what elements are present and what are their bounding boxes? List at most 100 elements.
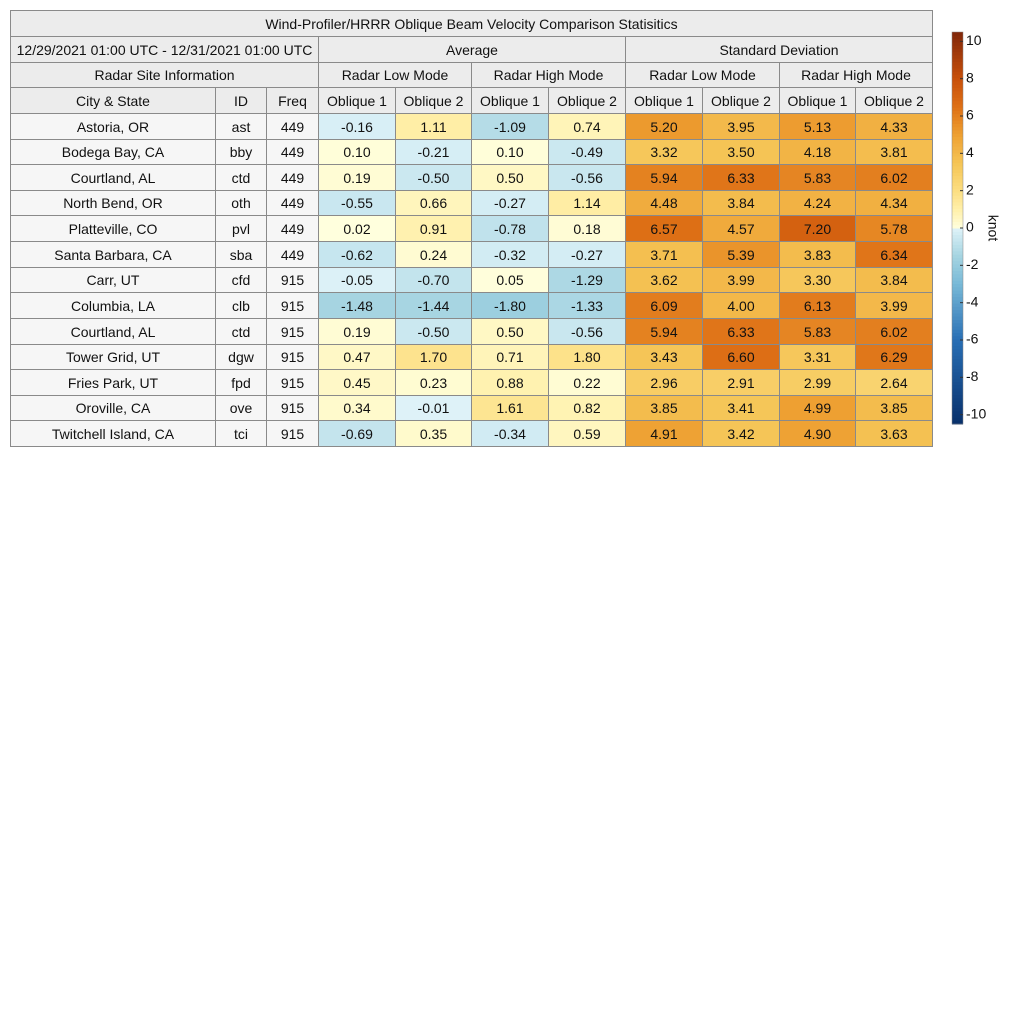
colorbar-segment [952, 237, 963, 242]
city: Santa Barbara, CA [10, 241, 216, 268]
value-cell: 3.99 [855, 292, 933, 319]
value-cell: 2.96 [625, 369, 703, 396]
value-cell: 0.45 [318, 369, 396, 396]
value-cell: 0.59 [548, 420, 626, 447]
value-cell: 0.66 [395, 190, 472, 216]
colorbar-segment [952, 152, 963, 157]
colorbar-frame [951, 31, 964, 425]
value-cell: 3.41 [702, 395, 780, 421]
frequency: 449 [266, 164, 319, 191]
site-id: tci [215, 420, 267, 447]
colorbar-segment [952, 94, 963, 98]
colorbar-segment [952, 296, 963, 301]
value-cell: -0.05 [318, 267, 396, 293]
colorbar-segment [952, 71, 963, 75]
value-cell: 4.91 [625, 420, 703, 447]
colorbar-segment [952, 146, 963, 151]
site-info-header: Radar Site Information [10, 62, 319, 88]
colorbar-segment [952, 345, 963, 350]
value-cell: 4.24 [779, 190, 856, 216]
colorbar-segment [952, 77, 963, 82]
colorbar-segment [952, 257, 963, 262]
frequency: 915 [266, 369, 319, 396]
colorbar-segment [952, 54, 963, 59]
value-cell: -0.49 [548, 139, 626, 165]
value-cell: 3.95 [702, 113, 780, 140]
value-cell: -1.80 [471, 292, 549, 319]
colorbar-segment [952, 371, 963, 376]
colorbar-segment [952, 38, 963, 43]
value-cell: 0.10 [318, 139, 396, 165]
colorbar-segment [952, 414, 963, 418]
colorbar-tick-label: 10 [966, 32, 982, 48]
value-cell: 0.74 [548, 113, 626, 140]
site-id: cfd [215, 267, 267, 293]
value-cell: 6.02 [855, 318, 933, 345]
colorbar-segment [952, 273, 963, 278]
value-cell: 6.02 [855, 164, 933, 191]
colorbar-segment [952, 283, 963, 288]
value-cell: 3.81 [855, 139, 933, 165]
colorbar-segment [952, 64, 963, 69]
value-cell: -0.16 [318, 113, 396, 140]
colorbar-segment [952, 159, 963, 164]
frequency: 915 [266, 420, 319, 447]
colorbar-segment [952, 322, 963, 327]
colorbar-segment [952, 254, 963, 258]
value-cell: 6.13 [779, 292, 856, 319]
value-cell: -0.27 [548, 241, 626, 268]
colorbar-segment [952, 110, 963, 115]
city: Oroville, CA [10, 395, 216, 421]
value-cell: 0.47 [318, 344, 396, 370]
value-cell: 7.20 [779, 215, 856, 242]
colorbar-tick-label: -10 [966, 405, 986, 421]
value-cell: 3.32 [625, 139, 703, 165]
value-cell: 4.33 [855, 113, 933, 140]
colorbar-segment [952, 126, 963, 131]
value-cell: 4.34 [855, 190, 933, 216]
value-cell: -0.34 [471, 420, 549, 447]
value-cell: 5.83 [779, 164, 856, 191]
column-header: Freq [266, 87, 319, 114]
value-cell: 0.35 [395, 420, 472, 447]
colorbar-segment [952, 123, 963, 128]
value-cell: 3.84 [702, 190, 780, 216]
colorbar-segment [952, 45, 963, 49]
colorbar-segment [952, 391, 963, 396]
frequency: 449 [266, 215, 319, 242]
value-cell: 6.29 [855, 344, 933, 370]
colorbar-segment [952, 375, 963, 379]
colorbar-segment [952, 342, 963, 347]
colorbar-segment [952, 348, 963, 353]
city: Columbia, LA [10, 292, 216, 319]
colorbar-segment [952, 329, 963, 334]
value-cell: 0.05 [471, 267, 549, 293]
colorbar-segment [952, 260, 963, 265]
site-id: pvl [215, 215, 267, 242]
value-cell: 0.02 [318, 215, 396, 242]
value-cell: 3.31 [779, 344, 856, 370]
colorbar-segment [952, 263, 963, 268]
value-cell: 0.88 [471, 369, 549, 396]
colorbar-segment [952, 179, 963, 183]
value-cell: 3.85 [855, 395, 933, 421]
colorbar-segment [952, 185, 963, 190]
colorbar-segment [952, 417, 963, 422]
colorbar-segment [952, 61, 963, 66]
value-cell: -0.32 [471, 241, 549, 268]
colorbar-segment [952, 306, 963, 311]
value-cell: 1.14 [548, 190, 626, 216]
frequency: 915 [266, 267, 319, 293]
colorbar-tick-label: -6 [966, 331, 979, 347]
colorbar-segment [952, 172, 963, 177]
value-cell: 5.94 [625, 164, 703, 191]
colorbar-tick-label: -4 [966, 293, 979, 309]
column-header: Oblique 2 [395, 87, 472, 114]
value-cell: 1.80 [548, 344, 626, 370]
colorbar-segment [952, 32, 963, 36]
colorbar-segment [952, 107, 963, 111]
colorbar-segment [952, 270, 963, 275]
colorbar-segment [952, 113, 963, 118]
colorbar-segment [952, 290, 963, 294]
